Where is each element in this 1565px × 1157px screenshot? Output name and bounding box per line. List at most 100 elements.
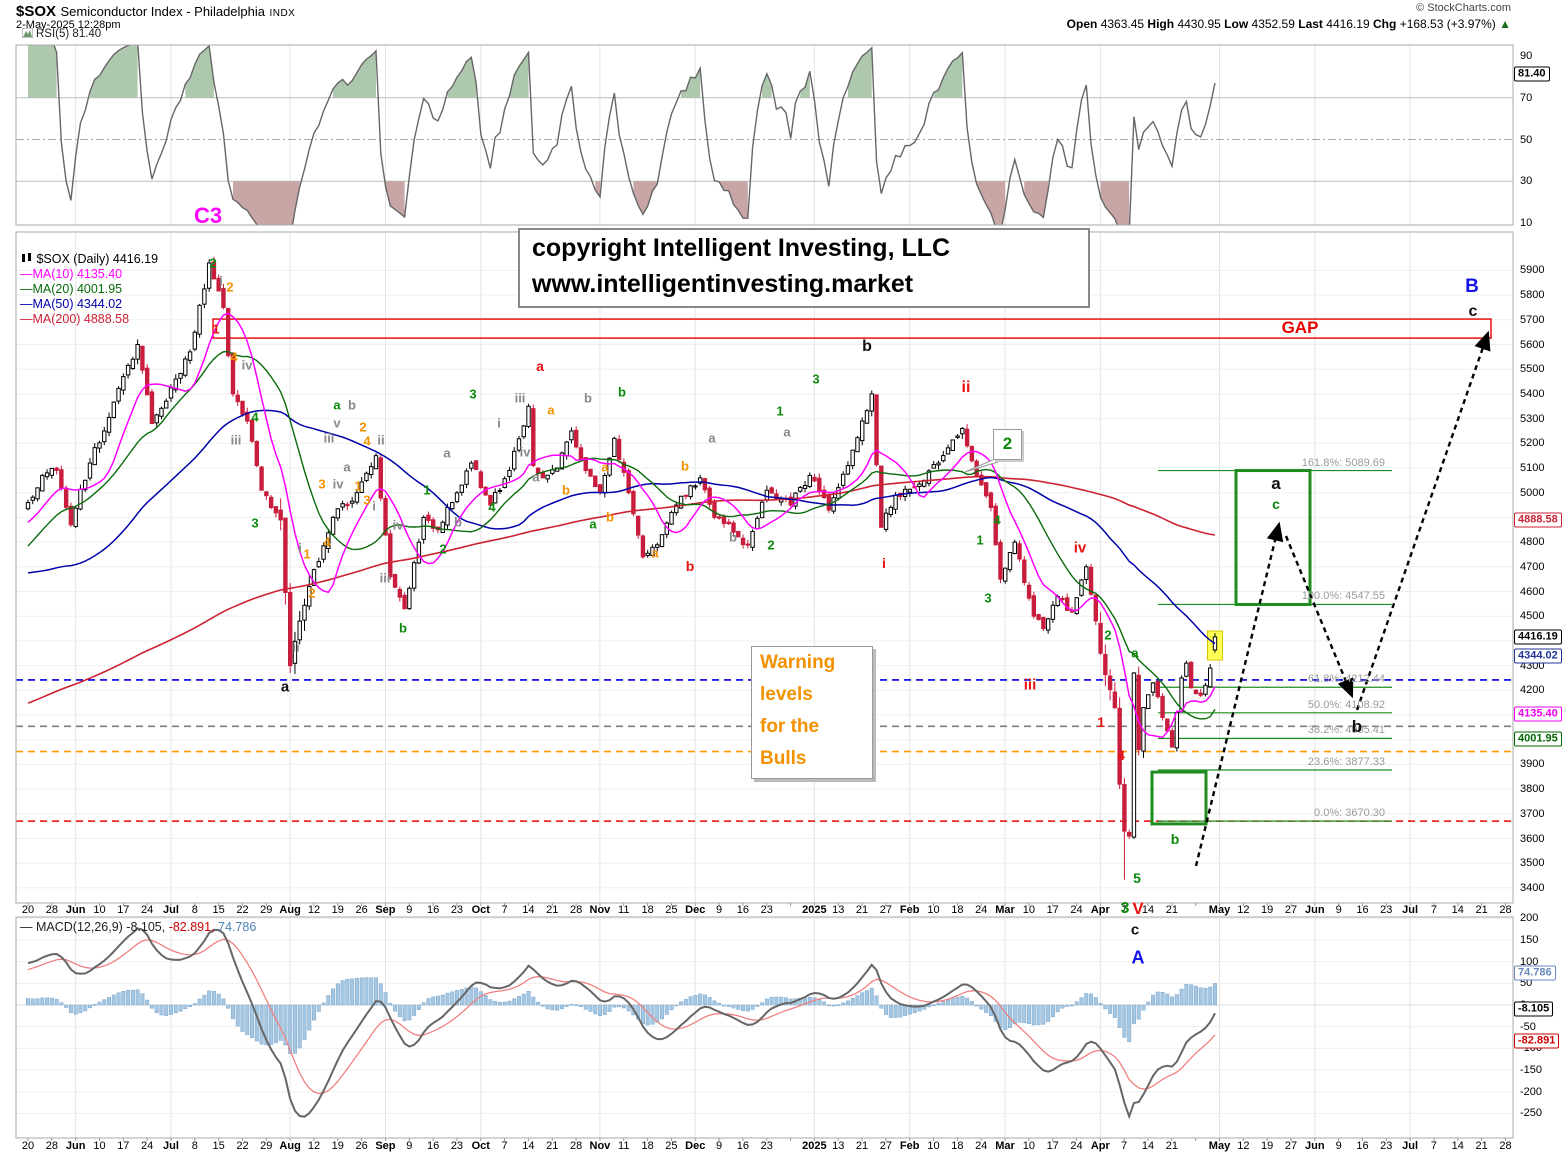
price-axis-tick: 3500: [1520, 857, 1545, 870]
date-axis-label: 21: [1475, 1140, 1488, 1152]
date-axis-label: 16: [736, 1140, 750, 1152]
date-axis-label: 10: [93, 904, 106, 916]
wave-label: ii: [377, 432, 385, 448]
wave2-callout: 2: [993, 429, 1022, 460]
low-label: Low: [1224, 17, 1249, 31]
date-axis-label: May: [1208, 904, 1231, 916]
wave-label: 1: [212, 321, 220, 337]
macd-axis-tick: 150: [1520, 933, 1539, 946]
wave-label: iv: [332, 476, 344, 492]
wave-label: b: [729, 529, 737, 545]
date-axis-label: 27: [879, 904, 892, 916]
date-axis-label: 23: [1380, 904, 1393, 916]
warning-line1: Warning: [760, 652, 836, 673]
macd-axis-tick: -150: [1520, 1064, 1543, 1077]
last-value: 4416.19: [1326, 17, 1370, 31]
wave-label: i: [497, 415, 501, 431]
wave-label: 2: [226, 279, 234, 295]
open-value: 4363.45: [1100, 17, 1145, 31]
rsi-axis-tick: 50: [1520, 133, 1533, 146]
wave-label: iii: [323, 430, 335, 446]
wave-label: 3: [984, 590, 992, 606]
wave-label: 2: [209, 255, 217, 271]
date-axis-label: 28: [569, 904, 583, 916]
date-axis-label: 9: [406, 1140, 413, 1152]
wave-label: b: [1170, 831, 1180, 847]
date-axis-label: 20: [21, 904, 35, 916]
date-axis-label: 13: [832, 904, 845, 916]
date-axis-label: 14: [522, 1140, 535, 1152]
date-axis-label: 7: [1430, 1140, 1438, 1152]
price-axis-tick: 5900: [1520, 264, 1545, 277]
warning-line3: for the: [760, 716, 820, 737]
ma-legend-list: —MA(10) 4135.40 —MA(20) 4001.95 —MA(50) 43…: [20, 267, 158, 327]
date-axis-label: 26: [355, 904, 368, 916]
date-axis-label: 17: [1046, 904, 1059, 916]
date-axis-label: May: [1208, 1140, 1231, 1152]
wave-label: 2: [767, 537, 775, 553]
date-axis-label: 17: [1046, 1140, 1059, 1152]
price-axis-tick: 3700: [1520, 807, 1545, 820]
high-value: 4430.95: [1177, 17, 1221, 31]
wave-label: b: [399, 620, 407, 636]
macd-legend-hist: 74.786: [218, 920, 257, 934]
date-axis-label: 10: [93, 1140, 106, 1152]
rsi-axis-tick: 30: [1520, 175, 1533, 188]
wave-label: b: [454, 514, 462, 530]
date-axis-label: 27: [1284, 904, 1298, 916]
low-value: 4352.59: [1251, 17, 1295, 31]
price-axis-tick: 4800: [1520, 536, 1545, 549]
macd-legend-main: — MACD(12,26,9) -8.105,: [20, 920, 166, 934]
symbol: $SOX: [16, 3, 57, 20]
date-axis-label: 28: [45, 1140, 58, 1152]
date-axis-label: 24: [141, 1140, 154, 1152]
price-tag: 4344.02: [1514, 648, 1562, 664]
date-axis-label: 21: [1165, 1140, 1178, 1152]
date-axis-label: 2025: [802, 1140, 827, 1152]
macd-legend-signal: -82.891,: [168, 920, 215, 934]
wave-label: a: [651, 545, 659, 561]
date-axis-label: Jun: [65, 1140, 86, 1152]
date-axis-label: Jun: [1305, 1140, 1325, 1152]
fib-level-label: 50.0%: 4108.92: [1307, 698, 1385, 711]
date-axis-label: 11: [618, 1140, 630, 1152]
date-axis-label: Jul: [1402, 1140, 1419, 1152]
date-axis-label: 20: [21, 1140, 35, 1152]
wave-label: 1: [354, 478, 362, 494]
price-axis-tick: 5400: [1520, 387, 1545, 400]
date-axis-label: Aug: [279, 904, 301, 916]
wave-label: c: [1468, 303, 1478, 320]
date-axis-label: 23: [760, 1140, 773, 1152]
chart-datetime: 2-May-2025 12:28pm: [16, 19, 121, 31]
fib-level-label: 23.6%: 3877.33: [1307, 755, 1385, 768]
date-axis-label: 7: [1121, 904, 1128, 916]
price-axis-tick: 5000: [1520, 486, 1545, 499]
wave-label: 5: [1133, 870, 1141, 886]
warning-levels-note: Warning levels for the Bulls: [751, 646, 873, 779]
wave-label: iv: [1073, 539, 1087, 557]
wave-label: 1: [776, 403, 784, 419]
date-axis-label: 23: [760, 904, 773, 916]
date-axis-label: 21: [1475, 904, 1488, 916]
date-axis-label: 28: [45, 904, 58, 916]
macd-axis-tick: -50: [1520, 1020, 1536, 1033]
wave-label: a: [343, 459, 351, 475]
date-axis-label: 2025: [802, 904, 827, 916]
fib-level-label: 0.0%: 3670.30: [1314, 807, 1385, 820]
wave-label: i: [219, 273, 223, 289]
date-axis-label: 24: [1070, 904, 1083, 916]
wave-label: 4: [488, 499, 496, 515]
stockcharts-credit: © StockCharts.com: [1416, 2, 1511, 14]
wave-label: 1: [423, 482, 431, 498]
date-axis-label: Aug: [279, 1140, 301, 1152]
date-axis-label: 18: [951, 904, 964, 916]
ma-legend-item: —MA(200) 4888.58: [20, 312, 130, 326]
exchange: INDX: [269, 8, 296, 19]
ma-legend-item: —MA(10) 4135.40: [20, 267, 123, 281]
date-axis-label: Dec: [685, 1140, 706, 1152]
wave-label: b: [1351, 717, 1363, 736]
macd-axis-tick: 200: [1520, 912, 1539, 925]
wave-label: b: [685, 558, 695, 574]
